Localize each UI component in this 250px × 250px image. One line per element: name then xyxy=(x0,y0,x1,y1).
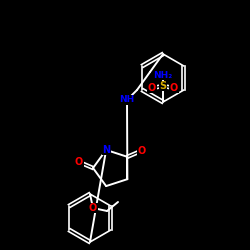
Text: N: N xyxy=(102,145,110,155)
Text: NH: NH xyxy=(120,96,134,104)
Text: O: O xyxy=(137,146,145,156)
Text: O: O xyxy=(170,83,178,93)
Text: O: O xyxy=(75,157,83,167)
Text: O: O xyxy=(89,203,97,213)
Text: NH₂: NH₂ xyxy=(154,70,172,80)
Text: O: O xyxy=(148,83,156,93)
Text: S: S xyxy=(160,81,166,91)
